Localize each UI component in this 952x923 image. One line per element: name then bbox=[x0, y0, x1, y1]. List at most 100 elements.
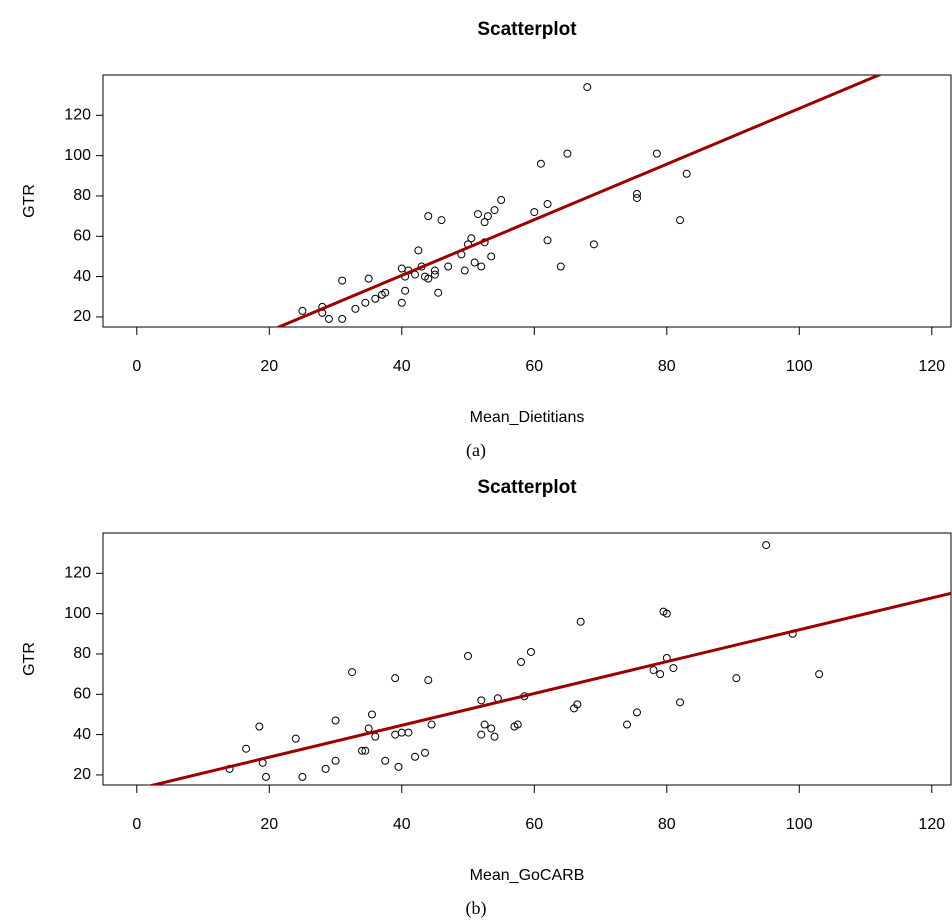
point bbox=[381, 756, 390, 765]
point bbox=[397, 264, 406, 273]
y-tick-label: 60 bbox=[73, 685, 91, 702]
point bbox=[669, 664, 678, 673]
point bbox=[298, 772, 307, 781]
point bbox=[732, 674, 741, 683]
point bbox=[652, 149, 661, 158]
x-tick-label: 60 bbox=[525, 358, 543, 375]
point bbox=[361, 298, 370, 307]
point bbox=[563, 149, 572, 158]
x-tick-label: 120 bbox=[918, 816, 945, 833]
point bbox=[437, 216, 446, 225]
point bbox=[480, 720, 489, 729]
point bbox=[656, 670, 665, 679]
x-tick-label: 80 bbox=[658, 816, 676, 833]
point bbox=[391, 730, 400, 739]
point bbox=[649, 666, 658, 675]
point bbox=[397, 298, 406, 307]
point bbox=[430, 266, 439, 275]
panel: Scatterplot 0 20 40 60 80 100 120 20 40 60 80 100 120… bbox=[21, 477, 952, 919]
y-tick-label: 100 bbox=[64, 147, 91, 164]
panel-caption: (b) bbox=[466, 898, 487, 919]
point bbox=[632, 189, 641, 198]
point bbox=[497, 195, 506, 204]
point bbox=[411, 752, 420, 761]
point bbox=[662, 609, 671, 618]
point bbox=[321, 764, 330, 773]
point bbox=[414, 246, 423, 255]
point bbox=[762, 541, 771, 550]
point bbox=[556, 262, 565, 271]
point bbox=[324, 314, 333, 323]
point bbox=[589, 240, 598, 249]
point bbox=[364, 724, 373, 733]
point bbox=[338, 314, 347, 323]
fit-line bbox=[275, 75, 883, 327]
point bbox=[477, 262, 486, 271]
point bbox=[430, 270, 439, 279]
point bbox=[358, 746, 367, 755]
y-axis-label: GTR bbox=[21, 642, 38, 676]
y-tick-label: 80 bbox=[73, 187, 91, 204]
point bbox=[676, 698, 685, 707]
plot-box bbox=[102, 532, 952, 786]
point bbox=[242, 744, 251, 753]
point bbox=[381, 288, 390, 297]
point bbox=[682, 169, 691, 178]
point bbox=[487, 724, 496, 733]
y-axis-label: GTR bbox=[21, 184, 38, 218]
chart-title: Scatterplot bbox=[477, 19, 577, 40]
point bbox=[480, 218, 489, 227]
x-tick-label: 20 bbox=[260, 816, 278, 833]
point bbox=[298, 306, 307, 315]
point bbox=[367, 710, 376, 719]
x-tick-label: 40 bbox=[393, 816, 411, 833]
point bbox=[364, 274, 373, 283]
point bbox=[815, 670, 824, 679]
chart-title: Scatterplot bbox=[477, 477, 577, 498]
point bbox=[623, 720, 632, 729]
point bbox=[348, 668, 357, 677]
point bbox=[444, 262, 453, 271]
point bbox=[434, 288, 443, 297]
panel: Scatterplot 0 20 40 60 80 100 120 20 40 60 80 100 120… bbox=[21, 19, 952, 461]
y-tick-label: 40 bbox=[73, 268, 91, 285]
y-tick-label: 80 bbox=[73, 645, 91, 662]
y-tick-label: 60 bbox=[73, 227, 91, 244]
y-tick-label: 100 bbox=[64, 605, 91, 622]
point bbox=[460, 266, 469, 275]
fit-line bbox=[147, 591, 951, 785]
point bbox=[255, 722, 264, 731]
x-tick-label: 100 bbox=[786, 816, 813, 833]
x-tick-label: 80 bbox=[658, 358, 676, 375]
x-tick-label: 120 bbox=[918, 358, 945, 375]
point bbox=[483, 212, 492, 221]
point bbox=[291, 734, 300, 743]
point bbox=[526, 647, 535, 656]
x-axis-label: Mean_GoCARB bbox=[470, 867, 585, 884]
point bbox=[351, 304, 360, 313]
point bbox=[397, 728, 406, 737]
point bbox=[487, 252, 496, 261]
y-tick-label: 20 bbox=[73, 308, 91, 325]
plot-box bbox=[102, 74, 952, 328]
point bbox=[394, 762, 403, 771]
point bbox=[427, 720, 436, 729]
point bbox=[543, 200, 552, 209]
x-tick-label: 20 bbox=[260, 358, 278, 375]
x-tick-label: 40 bbox=[393, 358, 411, 375]
x-tick-label: 100 bbox=[786, 358, 813, 375]
x-tick-label: 0 bbox=[132, 358, 141, 375]
point bbox=[464, 651, 473, 660]
y-tick-label: 40 bbox=[73, 726, 91, 743]
point bbox=[331, 756, 340, 765]
x-tick-label: 60 bbox=[525, 816, 543, 833]
point bbox=[573, 700, 582, 709]
point bbox=[361, 746, 370, 755]
x-tick-label: 0 bbox=[132, 816, 141, 833]
point bbox=[371, 732, 380, 741]
point bbox=[543, 236, 552, 245]
point bbox=[470, 258, 479, 267]
point bbox=[513, 720, 522, 729]
point bbox=[632, 708, 641, 717]
